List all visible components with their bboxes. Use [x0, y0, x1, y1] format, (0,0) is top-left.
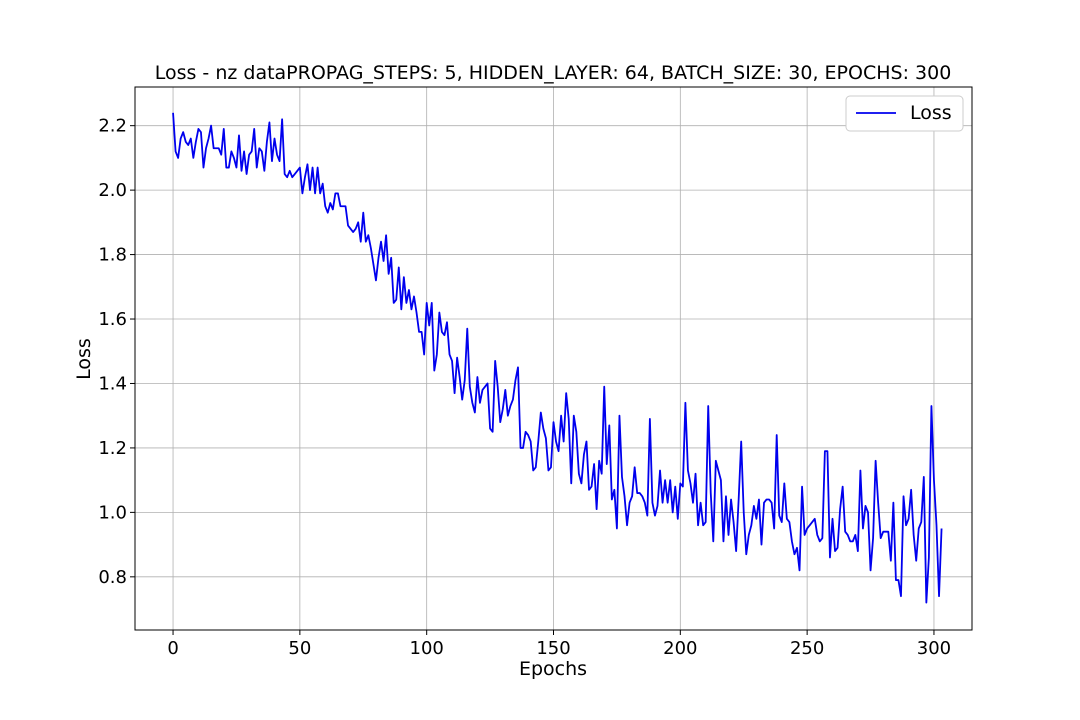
legend-box — [845, 95, 964, 132]
y-axis-ticks: 0.8 1.0 1.2 1.4 1.6 1.8 2.0 2.2 — [98, 116, 135, 588]
y-tick-label: 2.2 — [98, 116, 127, 137]
chart-title: Loss - nz dataPROPAG_STEPS: 5, HIDDEN_LA… — [155, 62, 952, 84]
x-tick-label: 0 — [167, 638, 178, 659]
series-line-loss — [172, 112, 943, 604]
x-tick-label: 300 — [917, 638, 951, 659]
legend: Loss — [845, 95, 964, 132]
x-tick-label: 250 — [790, 638, 824, 659]
x-tick-label: 100 — [410, 638, 444, 659]
grid — [135, 87, 972, 630]
series-layer — [172, 112, 943, 604]
y-axis-label: Loss — [73, 338, 95, 380]
y-tick-label: 2.0 — [98, 180, 127, 201]
y-tick-label: 1.6 — [98, 309, 127, 330]
x-tick-label: 150 — [536, 638, 570, 659]
y-tick-label: 1.2 — [98, 438, 127, 459]
y-tick-label: 0.8 — [98, 567, 127, 588]
x-axis-ticks: 0 50 100 150 200 250 300 — [167, 630, 951, 659]
y-tick-label: 1.8 — [98, 245, 127, 266]
legend-label-loss: Loss — [910, 102, 952, 124]
x-tick-label: 50 — [288, 638, 311, 659]
x-axis-label: Epochs — [519, 658, 587, 680]
y-tick-label: 1.4 — [98, 373, 127, 394]
y-tick-label: 1.0 — [98, 502, 127, 523]
x-tick-label: 200 — [663, 638, 697, 659]
